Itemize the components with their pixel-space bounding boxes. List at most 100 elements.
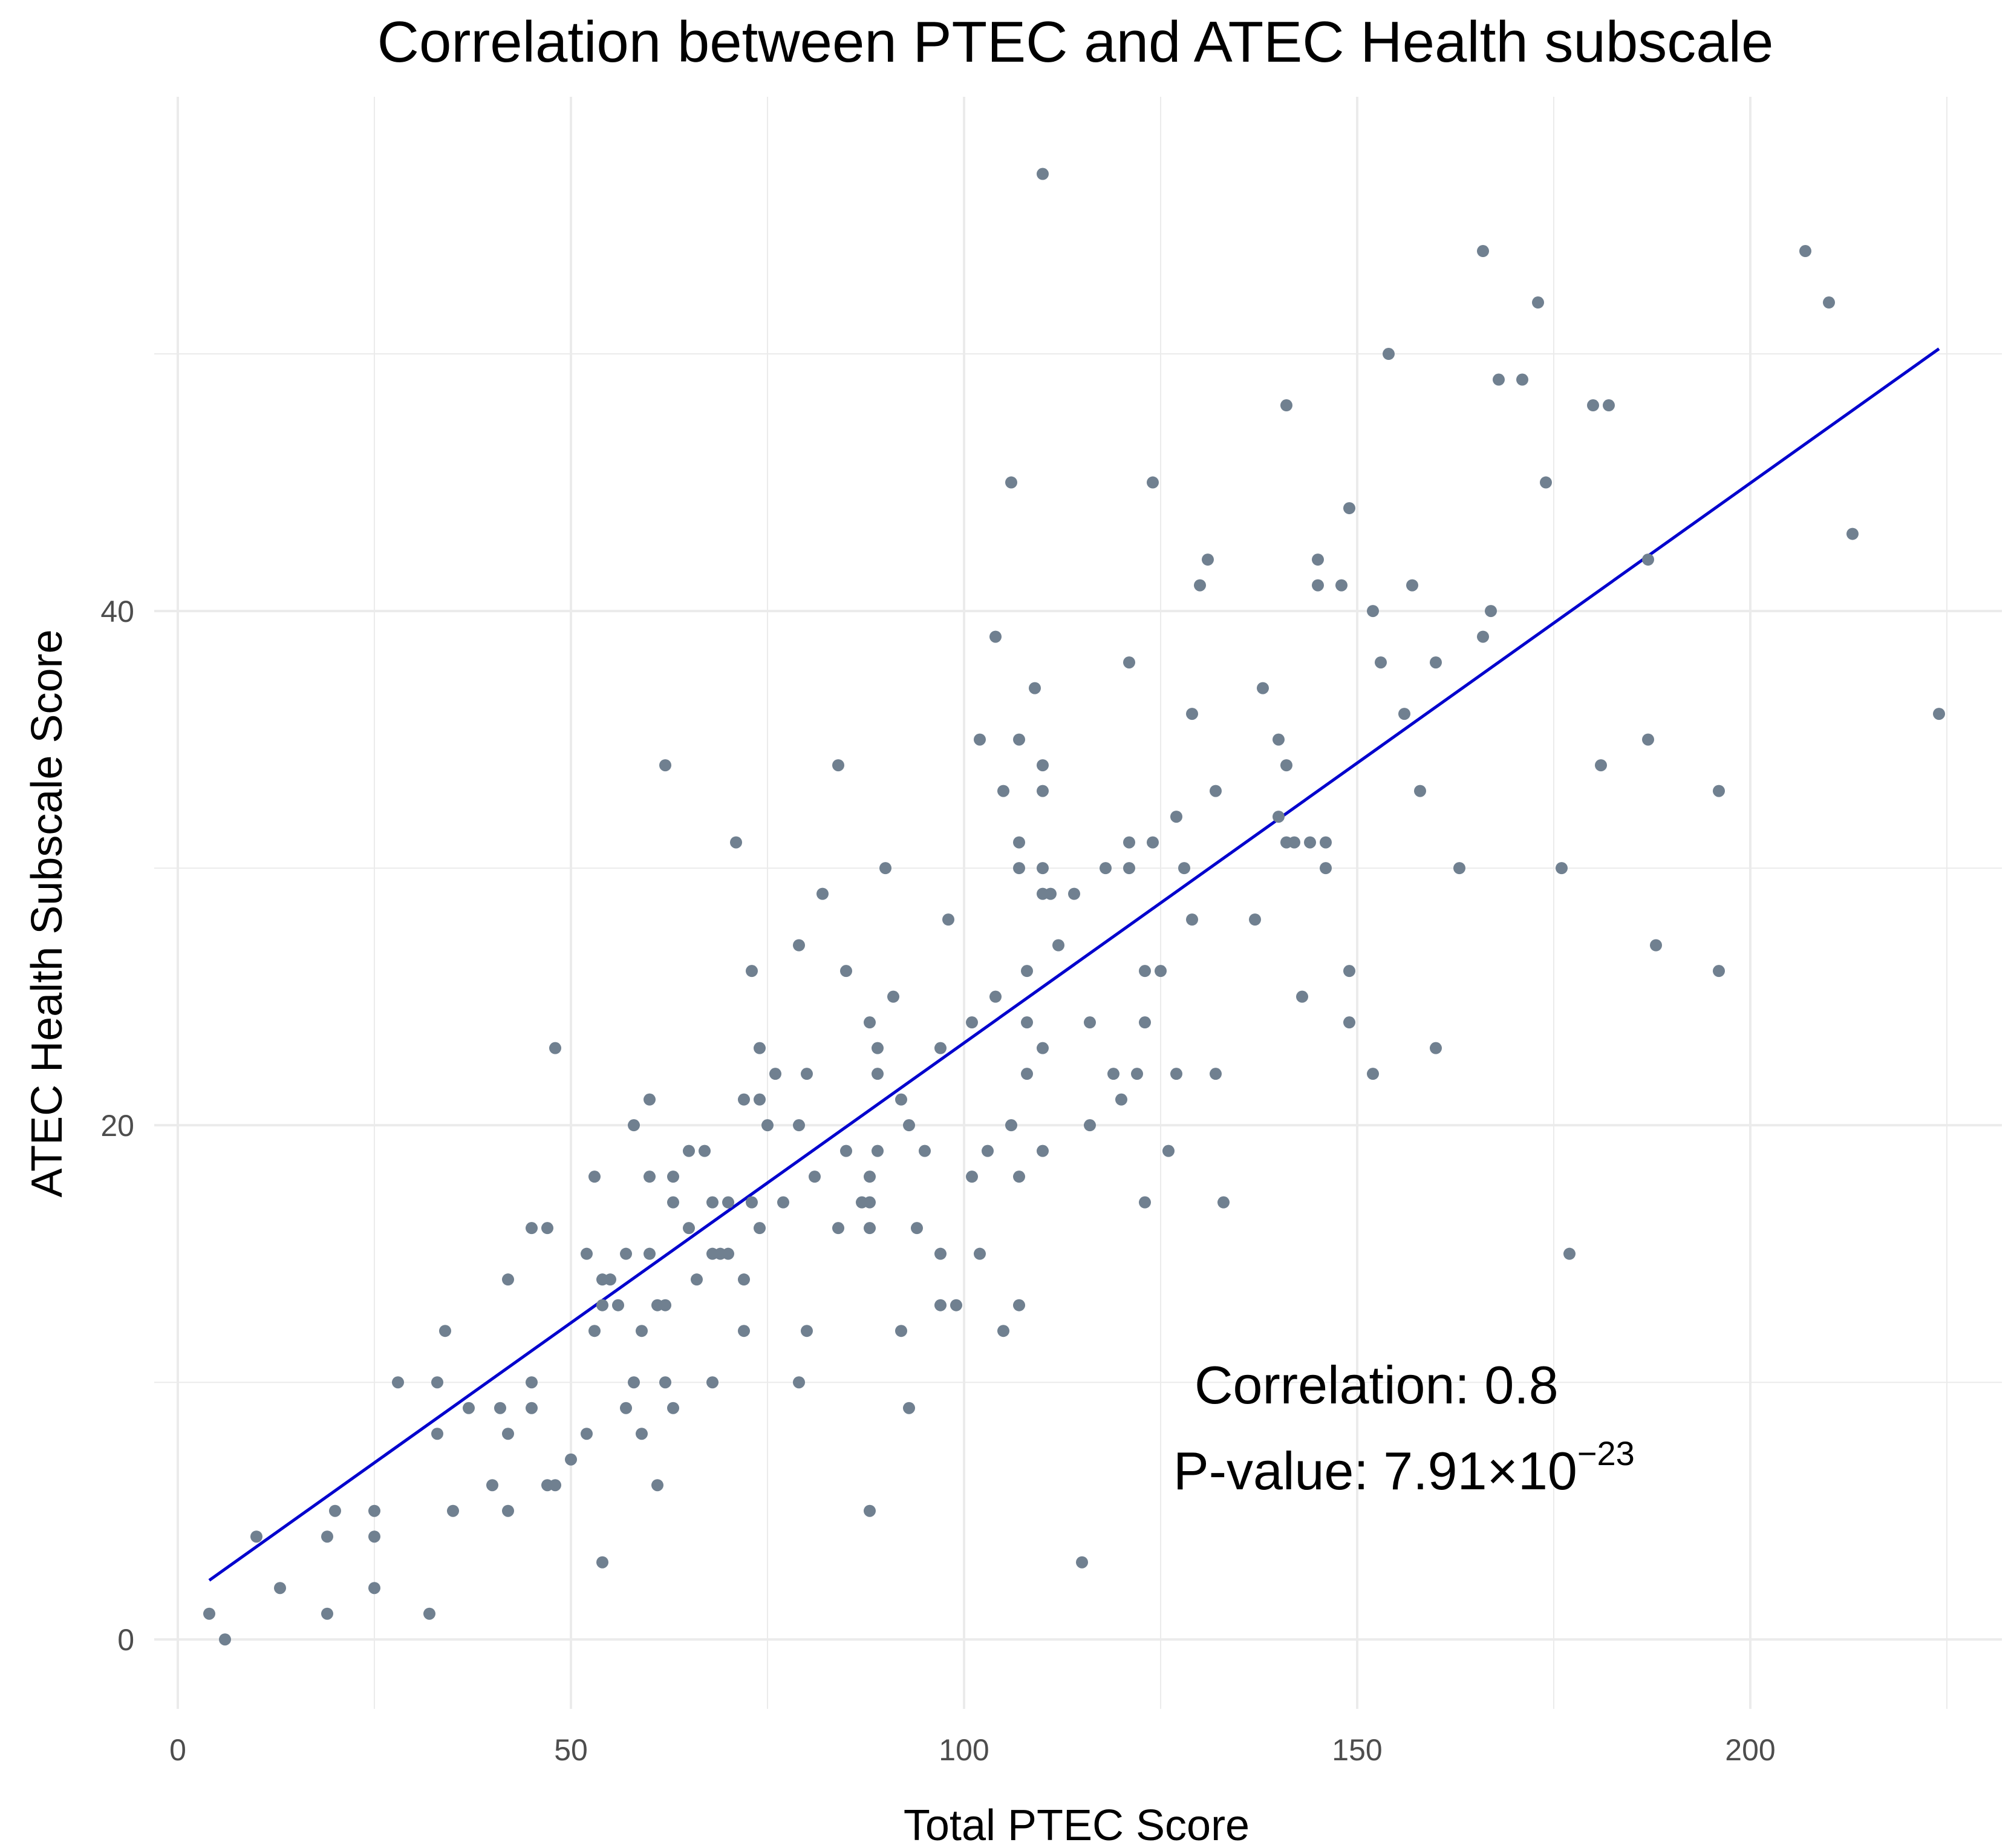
data-point (1713, 785, 1725, 797)
data-point (203, 1607, 215, 1620)
data-point (1642, 553, 1654, 566)
data-point (612, 1299, 624, 1311)
pvalue-exponent: −23 (1577, 1434, 1635, 1472)
data-point (1013, 1171, 1025, 1183)
data-point (864, 1196, 876, 1209)
data-point (581, 1247, 593, 1260)
data-point (950, 1299, 962, 1311)
pvalue-text: P-value: 7.91×10 (1173, 1441, 1577, 1501)
data-point (777, 1196, 789, 1209)
data-point (793, 1119, 805, 1132)
data-point (769, 1068, 781, 1080)
data-point (738, 1273, 750, 1286)
data-point (1037, 785, 1049, 797)
data-point (864, 1504, 876, 1517)
x-axis-ticks: 0 50 100 150 200 (169, 1733, 1776, 1767)
data-point (1563, 1247, 1576, 1260)
data-point (934, 1247, 947, 1260)
data-point (1202, 553, 1214, 566)
data-point (392, 1376, 404, 1389)
data-point (1052, 939, 1064, 952)
data-points (203, 168, 1945, 1646)
data-point (644, 1247, 656, 1260)
data-point (974, 733, 986, 746)
data-point (997, 785, 1009, 797)
pvalue-annotation: P-value: 7.91×10−23 (1173, 1434, 1635, 1501)
data-point (1147, 476, 1159, 489)
data-point (431, 1376, 443, 1389)
data-point (1123, 656, 1135, 669)
data-point (620, 1402, 632, 1414)
data-point (919, 1144, 931, 1157)
data-point (368, 1504, 380, 1517)
data-point (447, 1504, 459, 1517)
y-axis-ticks: 0 20 40 (100, 595, 134, 1657)
data-point (368, 1530, 380, 1543)
data-point (683, 1222, 695, 1235)
data-point (1398, 708, 1410, 720)
data-point (1194, 579, 1206, 592)
data-point (1186, 708, 1198, 720)
data-point (840, 1144, 852, 1157)
data-point (494, 1402, 506, 1414)
data-point (1477, 245, 1489, 258)
data-point (864, 1222, 876, 1235)
data-point (1139, 1016, 1151, 1029)
data-point (754, 1093, 766, 1106)
data-point (1280, 399, 1292, 412)
data-point (738, 1093, 750, 1106)
data-point (1005, 476, 1017, 489)
x-tick-label: 50 (554, 1733, 588, 1767)
data-point (872, 1144, 884, 1157)
data-point (1029, 682, 1041, 694)
data-point (628, 1376, 640, 1389)
data-point (1799, 245, 1811, 258)
data-point (754, 1222, 766, 1235)
data-point (549, 1479, 561, 1492)
data-point (997, 1325, 1009, 1337)
data-point (1430, 656, 1442, 669)
data-point (1846, 527, 1859, 540)
data-point (636, 1325, 648, 1337)
x-tick-label: 0 (169, 1733, 186, 1767)
data-point (1076, 1556, 1088, 1569)
data-point (966, 1171, 978, 1183)
data-point (1320, 862, 1332, 875)
data-point (620, 1247, 632, 1260)
data-point (541, 1222, 553, 1235)
data-point (1139, 965, 1151, 978)
data-point (832, 1222, 844, 1235)
data-point (1453, 862, 1465, 875)
data-point (1170, 1068, 1182, 1080)
data-point (746, 965, 758, 978)
data-point (1084, 1016, 1096, 1029)
data-point (982, 1144, 994, 1157)
data-point (903, 1402, 915, 1414)
data-point (651, 1479, 663, 1492)
data-point (1021, 1016, 1033, 1029)
data-point (1485, 605, 1497, 618)
data-point (1343, 965, 1355, 978)
data-point (502, 1428, 514, 1440)
data-point (934, 1042, 947, 1054)
data-point (565, 1453, 577, 1466)
data-point (1296, 990, 1308, 1003)
data-point (840, 965, 852, 978)
data-point (1540, 476, 1552, 489)
data-point (1037, 1144, 1049, 1157)
data-point (1335, 579, 1348, 592)
data-point (911, 1222, 923, 1235)
data-point (1367, 605, 1379, 618)
data-point (1037, 168, 1049, 180)
data-point (581, 1428, 593, 1440)
data-point (1430, 1042, 1442, 1054)
data-point (526, 1402, 538, 1414)
data-point (1343, 502, 1355, 515)
data-point (250, 1530, 262, 1543)
data-point (1131, 1068, 1143, 1080)
data-point (1186, 913, 1198, 926)
data-point (1406, 579, 1418, 592)
data-point (1013, 1299, 1025, 1311)
data-point (486, 1479, 498, 1492)
